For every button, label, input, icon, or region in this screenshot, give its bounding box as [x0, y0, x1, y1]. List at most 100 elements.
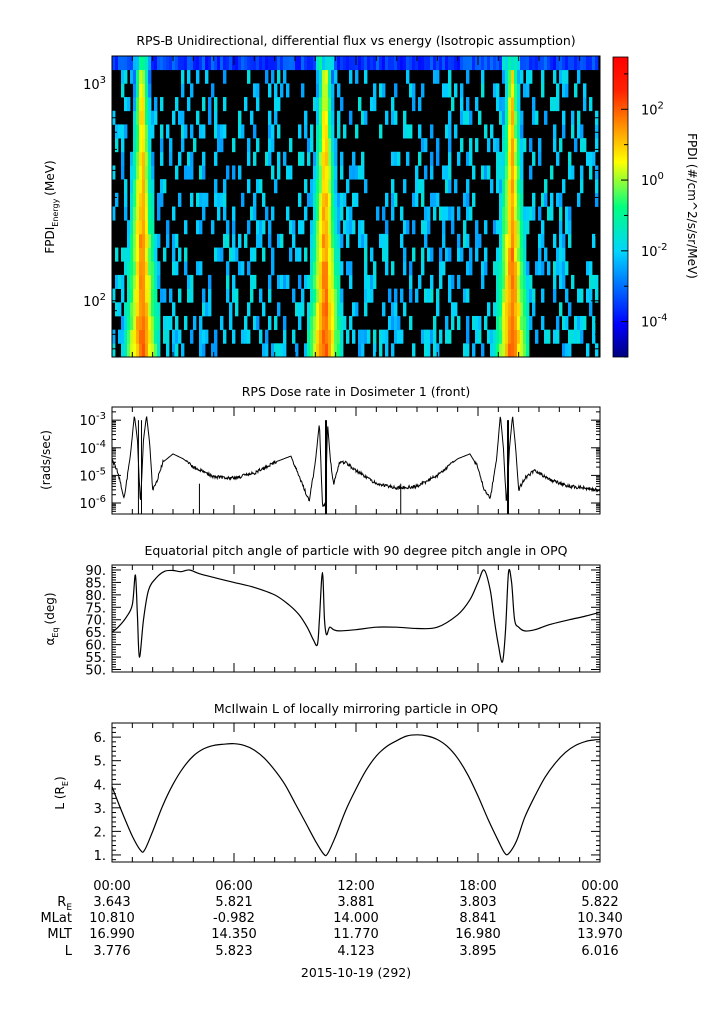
spectrogram-cell-62: [130, 274, 134, 289]
spectrogram-cell-1270: [511, 206, 515, 221]
spectrogram-cell-35: [124, 302, 128, 317]
panel-4-ytick-label-1: 5.: [94, 755, 106, 770]
spectrogram-cell-245: [157, 56, 161, 71]
spectrogram-cell-929: [397, 56, 401, 71]
spectrogram-cell-1416: [547, 206, 551, 221]
spectrogram-cell-868: [370, 274, 374, 289]
spectrogram-cell-471: [256, 97, 260, 112]
spectrogram-cell-402: [226, 274, 230, 289]
spectrogram-cell-1450: [559, 138, 563, 153]
spectrogram-cell-288: [175, 56, 179, 71]
spectrogram-cell-1494: [577, 329, 581, 344]
spectrogram-cell-1307: [517, 302, 521, 317]
spectrogram-cell-956: [412, 247, 416, 262]
spectrogram-cell-349: [202, 192, 206, 207]
spectrogram-cell-799: [340, 165, 344, 180]
spectrogram-cell-277: [172, 233, 176, 248]
spectrogram-cell-1120: [475, 220, 479, 235]
spectrogram-cell-1108: [469, 138, 473, 153]
spectrogram-cell-128: [139, 206, 143, 221]
spectrogram-cell-1331: [520, 274, 524, 289]
spectrogram-cell-687: [322, 83, 326, 98]
spectrogram-cell-614: [313, 247, 317, 262]
spectrogram-cell-1284: [514, 315, 518, 331]
spectrogram-cell-1101: [466, 97, 470, 112]
spectrogram-cell-706: [325, 124, 329, 139]
spectrogram-cell-1337: [520, 192, 524, 207]
spectrogram-cell-975: [421, 247, 425, 262]
spectrogram-cell-508: [271, 138, 275, 153]
spectrogram-cell-833: [355, 165, 359, 180]
spectrogram-cell-1267: [511, 247, 515, 262]
spectrogram-cell-323: [190, 124, 194, 139]
spectrogram-cell-34: [124, 315, 128, 331]
spectrogram-cell-432: [241, 329, 245, 344]
spectrogram-cell-610: [313, 302, 317, 317]
spectrogram-cell-21: [121, 315, 125, 331]
spectrogram-cell-1533: [592, 56, 596, 71]
spectrogram-cell-344: [202, 343, 206, 357]
panel-2-ytick-label-3: 10-6: [79, 494, 106, 512]
spectrogram-cell-562: [298, 274, 302, 289]
spectrogram-cell-938: [403, 220, 407, 235]
spectrogram-cell-148: [142, 233, 146, 248]
spectrogram-cell-378: [214, 97, 218, 112]
spectrogram-cell-1059: [451, 302, 455, 317]
spectrogram-cell-1406: [541, 69, 545, 84]
spectrogram-cell-1040: [445, 165, 449, 180]
spectrogram-cell-1279: [511, 83, 515, 98]
spectrogram-cell-576: [304, 274, 308, 289]
spectrogram-cell-1224: [505, 233, 509, 248]
spectrogram-cell-634: [316, 206, 320, 221]
spectrogram-cell-1252: [508, 151, 512, 166]
spectrogram-cell-1196: [502, 329, 506, 344]
spectrogram-cell-886: [379, 56, 383, 71]
spectrogram-cell-152: [142, 179, 146, 194]
spectrogram-cell-1223: [505, 247, 509, 262]
spectrogram-cell-241: [157, 261, 161, 276]
spectrogram-cell-539: [283, 69, 287, 84]
spectrogram-cell-318: [190, 288, 194, 303]
spectrogram-cell-751: [331, 110, 335, 125]
spectrogram-cell-1423: [553, 329, 557, 344]
spectrogram-cell-856: [364, 261, 368, 276]
spectrogram-cell-524: [277, 151, 281, 166]
spectrogram-cell-60: [130, 302, 134, 317]
spectrogram-cell-330: [196, 220, 200, 235]
spectrogram-cell-570: [301, 288, 305, 303]
spectrogram-cell-126: [139, 233, 143, 248]
spectrogram-cell-692: [325, 315, 329, 331]
spectrogram-cell-1325: [517, 56, 521, 71]
spectrogram-cell-522: [277, 233, 281, 248]
spectrogram-cell-215: [151, 220, 155, 235]
spectrogram-cell-881: [379, 343, 383, 357]
spectrogram-cell-214: [151, 233, 155, 248]
spectrogram-cell-653: [319, 247, 323, 262]
spectrogram-cell-1459: [562, 179, 566, 194]
spectrogram-cell-320: [190, 192, 194, 207]
spectrogram-cell-90: [133, 124, 137, 139]
spectrogram-cell-946: [406, 69, 410, 84]
spectrogram-cell-580: [304, 124, 308, 139]
spectrogram-cell-674: [322, 261, 326, 276]
spectrogram-cell-882: [379, 329, 383, 344]
spectrogram-cell-520: [277, 302, 281, 317]
spectrogram-cell-697: [325, 247, 329, 262]
spectrogram-cell-331: [196, 192, 200, 207]
spectrogram-cell-1242: [508, 288, 512, 303]
spectrogram-cell-920: [394, 288, 398, 303]
spectrogram-cell-1524: [589, 165, 593, 180]
spectrogram-cell-823: [349, 56, 353, 71]
spectrogram-cell-1047: [448, 247, 452, 262]
spectrogram-cell-1460: [562, 124, 566, 139]
spectrogram-cell-628: [316, 288, 320, 303]
ephemeris-value-0-1: 5.821: [215, 895, 252, 910]
spectrogram-cell-1310: [517, 261, 521, 276]
spectrogram-cell-955: [412, 343, 416, 357]
spectrogram-cell-1409: [544, 247, 548, 262]
spectrogram-cell-1514: [583, 56, 587, 71]
spectrogram-cell-376: [214, 124, 218, 139]
spectrogram-cell-117: [136, 56, 140, 71]
spectrogram-cell-528: [277, 56, 281, 71]
spectrogram-cell-110: [136, 151, 140, 166]
